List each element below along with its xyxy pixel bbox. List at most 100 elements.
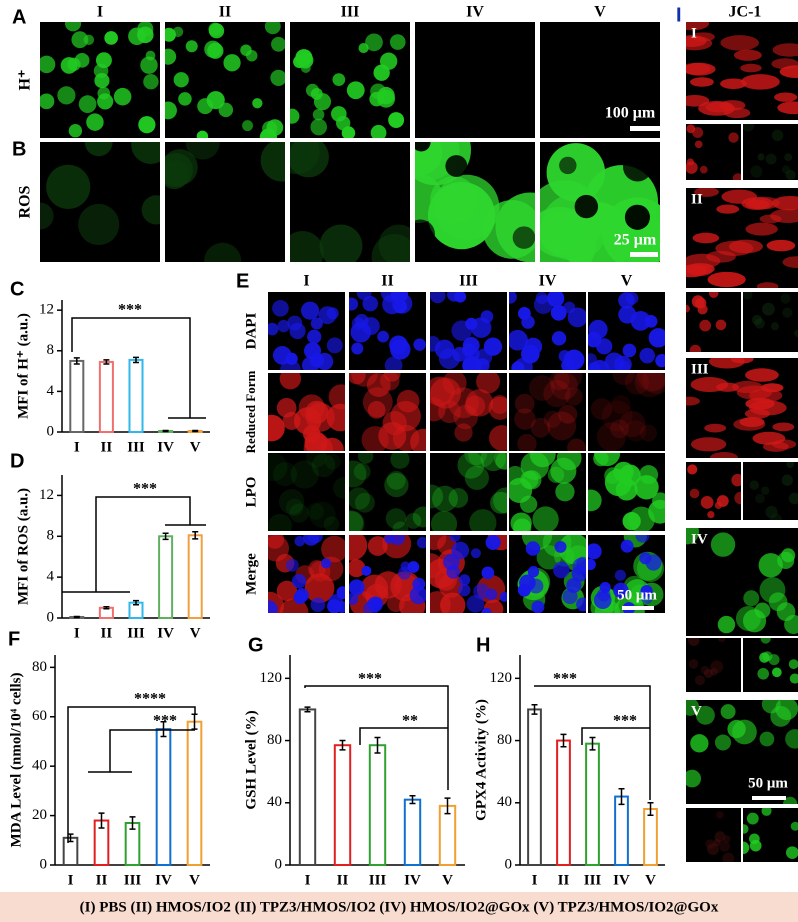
cell (730, 358, 754, 364)
cell (710, 667, 718, 676)
cell (64, 22, 82, 32)
y-tick-label: 0 (47, 423, 55, 439)
error-bar (162, 429, 169, 433)
micrograph (415, 142, 535, 262)
cell (390, 453, 410, 469)
y-tick-label: 4 (47, 383, 55, 399)
cell (514, 393, 535, 414)
cell (57, 86, 76, 105)
cell (493, 487, 507, 514)
cell (655, 353, 665, 368)
significance-bracket (581, 727, 650, 745)
cell (755, 493, 765, 504)
micrograph (743, 124, 798, 180)
y-tick-label: 0 (40, 856, 48, 872)
panel-label: F (8, 628, 20, 650)
cell (268, 513, 292, 531)
error-bar (618, 788, 625, 806)
cell (185, 40, 198, 53)
micrograph-bg (686, 808, 741, 862)
cell (572, 557, 586, 575)
cell (290, 231, 324, 262)
cell (690, 377, 729, 393)
cell (290, 460, 319, 489)
x-tick-label: II (337, 872, 349, 888)
cell (493, 453, 507, 470)
legend-strip (0, 892, 798, 922)
cell (448, 488, 469, 508)
cell (770, 322, 779, 331)
cell (517, 583, 531, 597)
bar (69, 359, 85, 433)
cell (303, 342, 322, 360)
cell (458, 574, 471, 586)
cell (320, 558, 332, 569)
cell (272, 462, 298, 487)
cell (349, 511, 364, 531)
cell (556, 453, 582, 471)
cell (716, 204, 740, 214)
cell (362, 295, 378, 312)
cell (699, 165, 708, 174)
cell (551, 331, 567, 346)
cell (430, 377, 462, 409)
significance-bracket (534, 685, 651, 800)
cell (349, 579, 365, 596)
cell (140, 56, 158, 74)
cell (476, 373, 501, 394)
micrograph (743, 292, 798, 352)
cell (310, 597, 326, 613)
cell (524, 337, 543, 356)
cell (536, 545, 561, 570)
jc1-group-label: III (691, 361, 709, 377)
cell (560, 201, 632, 262)
cell (528, 375, 555, 401)
x-tick-label: IV (613, 872, 630, 888)
cell (204, 242, 242, 262)
cell (618, 360, 631, 370)
cell (415, 219, 435, 249)
column-label: IV (539, 273, 557, 290)
cell (531, 600, 545, 613)
cell (323, 516, 340, 531)
micrograph (40, 22, 160, 138)
cell (743, 824, 749, 834)
bar (527, 708, 542, 867)
micrograph (743, 462, 798, 520)
cell (309, 501, 336, 528)
cell (327, 599, 342, 613)
cell (768, 654, 780, 666)
cell (143, 74, 159, 90)
cell (410, 428, 426, 451)
micrograph (509, 373, 586, 451)
micrograph (686, 528, 798, 636)
cell (206, 91, 225, 110)
significance-bracket (95, 496, 191, 592)
micrograph (430, 453, 507, 531)
micrograph-bg (588, 373, 665, 451)
x-tick-label: III (124, 872, 142, 888)
cell (728, 239, 763, 254)
cell (271, 36, 285, 52)
cell (732, 173, 741, 180)
cell (765, 505, 778, 519)
cell (520, 495, 538, 513)
micrograph (509, 453, 586, 531)
x-tick-label: IV (157, 439, 174, 455)
cell (438, 400, 461, 424)
cell (525, 541, 541, 556)
y-tick-label: 40 (32, 758, 47, 774)
cell (786, 462, 795, 469)
cell (642, 373, 665, 395)
cell (567, 438, 586, 451)
cell (686, 124, 696, 134)
significance-label: ** (402, 713, 418, 730)
micrograph (540, 142, 660, 262)
cell (596, 588, 611, 602)
cell (689, 344, 702, 352)
cell (749, 480, 760, 490)
cell (430, 292, 446, 304)
cell (480, 453, 506, 472)
cell (457, 453, 485, 479)
